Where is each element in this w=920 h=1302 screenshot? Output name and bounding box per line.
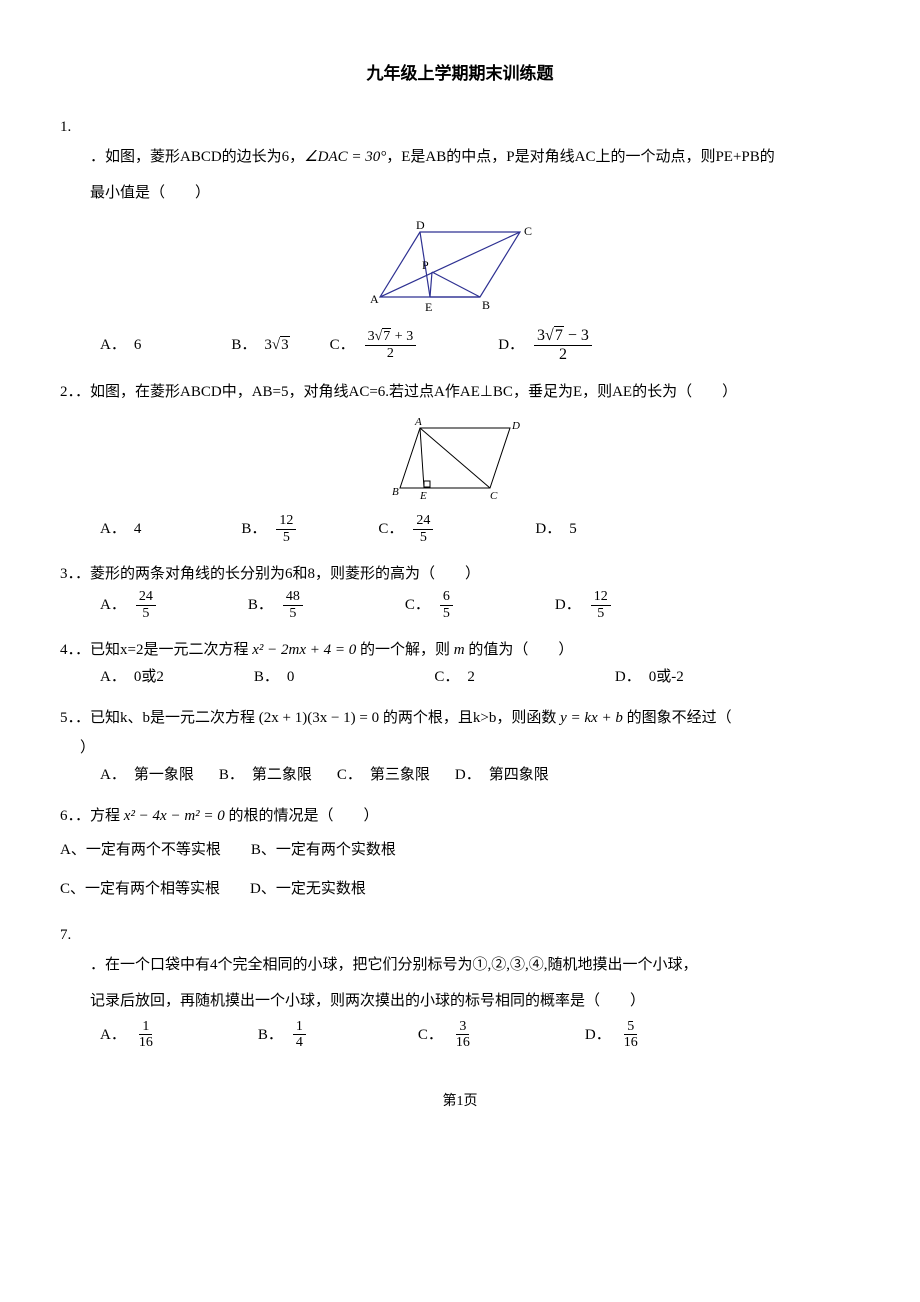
q5-line: 5．．已知k、b是一元二次方程 (2x + 1)(3x − 1) = 0 的两个… [60, 703, 870, 733]
q6-number: 6． [60, 808, 75, 824]
q1-figure: A B C D E P [50, 217, 870, 317]
q2-label-C: C [490, 490, 498, 502]
q1-label-A: A [370, 292, 379, 306]
q3-options: A．245 B．485 C．65 D．125 [100, 589, 870, 621]
q4-optB: B．0 [254, 665, 295, 689]
q1-number: 1. [60, 115, 870, 139]
question-6: 6．．方程 x² − 4x − m² = 0 的根的情况是（ ） A、一定有两个… [50, 801, 870, 909]
page-title: 九年级上学期期末训练题 [50, 60, 870, 87]
q3-optA: A．245 [100, 589, 158, 621]
page-footer: 第1页 [50, 1091, 870, 1113]
q4-optA: A．0或2 [100, 665, 164, 689]
question-3: 3．．菱形的两条对角线的长分别为6和8，则菱形的高为（ ） A．245 B．48… [50, 559, 870, 621]
q5-optC: C．第三象限 [337, 763, 430, 787]
question-7: 7. ．在一个口袋中有4个完全相同的小球，把它们分别标号为①,②,③,④,随机地… [50, 923, 870, 1051]
q1-text-pre: ．如图，菱形ABCD的边长为6， [90, 149, 304, 165]
q5-eq1: (2x + 1)(3x − 1) = 0 [259, 710, 379, 726]
q5-text-mid: 的两个根，且k>b，则函数 [379, 710, 560, 726]
q6-equation: x² − 4x − m² = 0 [124, 808, 225, 824]
q2-optC: C．245 [378, 513, 435, 545]
q3-text: ．菱形的两条对角线的长分别为6和8，则菱形的高为（ ） [75, 566, 480, 582]
q7-number: 7. [60, 923, 870, 947]
q3-optB: B．485 [248, 589, 305, 621]
q4-optD: D．0或-2 [615, 665, 684, 689]
q7-text1: ．在一个口袋中有4个完全相同的小球，把它们分别标号为①,②,③,④,随机地摸出一… [90, 947, 870, 983]
q2-optB: B．125 [241, 513, 298, 545]
q1-angle: ∠DAC = 30° [304, 149, 386, 165]
q2-label-E: E [419, 490, 427, 502]
q2-figure: A D B C E [50, 413, 870, 503]
q1-optA: A．6 [100, 333, 141, 357]
q1-text: ．如图，菱形ABCD的边长为6，∠DAC = 30°，E是AB的中点，P是对角线… [90, 139, 870, 175]
q5-options: A．第一象限 B．第二象限 C．第三象限 D．第四象限 [100, 763, 870, 787]
q5-eq2: y = kx + b [560, 710, 623, 726]
q2-optD: D．5 [535, 517, 576, 541]
q1-optB: B．33 [231, 333, 289, 357]
q7-text2: 记录后放回，再随机摸出一个小球，则两次摸出的小球的标号相同的概率是（ ） [90, 983, 870, 1019]
q4-number: 4． [60, 642, 75, 658]
q2-line: 2．．如图，在菱形ABCD中，AB=5，对角线AC=6.若过点A作AE⊥BC，垂… [60, 377, 870, 407]
q1-text-line2: 最小值是（ ） [90, 175, 870, 211]
q6-optD: D、一定无实数根 [250, 881, 366, 897]
q3-number: 3． [60, 566, 75, 582]
q2-optA: A．4 [100, 517, 141, 541]
q2-label-B: B [392, 486, 399, 498]
q6-text-pre: ．方程 [75, 808, 124, 824]
q1-label-E: E [425, 300, 432, 314]
q6-line: 6．．方程 x² − 4x − m² = 0 的根的情况是（ ） [60, 801, 870, 831]
q5-close: ） [80, 733, 870, 763]
q7-optC: C．316 [418, 1019, 475, 1051]
q2-options: A．4 B．125 C．245 D．5 [100, 513, 870, 545]
q4-m: m [454, 642, 465, 658]
q1-label-B: B [482, 298, 490, 312]
question-2: 2．．如图，在菱形ABCD中，AB=5，对角线AC=6.若过点A作AE⊥BC，垂… [50, 377, 870, 545]
q2-label-A: A [414, 416, 422, 428]
q6-optC: C、一定有两个相等实根 [60, 881, 220, 897]
q1-options: A．6 B．33 C． 37 + 32 D． 37 − 32 [100, 327, 870, 363]
q1-label-P: P [422, 258, 429, 272]
q2-text: ．如图，在菱形ABCD中，AB=5，对角线AC=6.若过点A作AE⊥BC，垂足为… [75, 384, 737, 400]
q7-optA: A．116 [100, 1019, 158, 1051]
q4-options: A．0或2 B．0 C．2 D．0或-2 [100, 665, 870, 689]
q2-label-D: D [511, 420, 520, 432]
q1-label-D: D [416, 218, 425, 232]
q4-text-post: 的值为（ ） [465, 642, 574, 658]
q4-text-mid: 的一个解，则 [356, 642, 454, 658]
q1-optD: D． 37 − 32 [498, 327, 594, 363]
question-5: 5．．已知k、b是一元二次方程 (2x + 1)(3x − 1) = 0 的两个… [50, 703, 870, 787]
q7-optB: B．14 [258, 1019, 308, 1051]
q7-optD: D．516 [585, 1019, 643, 1051]
q4-optC: C．2 [434, 665, 475, 689]
q5-optD: D．第四象限 [455, 763, 549, 787]
q1-optC: C． 37 + 32 [330, 329, 419, 361]
q6-optA: A、一定有两个不等实根 [60, 842, 221, 858]
q4-line: 4．．已知x=2是一元二次方程 x² − 2mx + 4 = 0 的一个解，则 … [60, 635, 870, 665]
question-1: 1. ．如图，菱形ABCD的边长为6，∠DAC = 30°，E是AB的中点，P是… [50, 115, 870, 363]
q5-text-pre: ．已知k、b是一元二次方程 [75, 710, 259, 726]
q5-number: 5． [60, 710, 75, 726]
q5-text-post: 的图象不经过（ [623, 710, 747, 726]
q5-optB: B．第二象限 [219, 763, 312, 787]
q7-options: A．116 B．14 C．316 D．516 [100, 1019, 870, 1051]
q6-optB: B、一定有两个实数根 [251, 842, 396, 858]
q6-text-post: 的根的情况是（ ） [225, 808, 379, 824]
q6-options-row1: A、一定有两个不等实根 B、一定有两个实数根 [60, 831, 870, 870]
q1-text-post: ，E是AB的中点，P是对角线AC上的一个动点，则PE+PB的 [386, 149, 775, 165]
question-4: 4．．已知x=2是一元二次方程 x² − 2mx + 4 = 0 的一个解，则 … [50, 635, 870, 689]
q3-line: 3．．菱形的两条对角线的长分别为6和8，则菱形的高为（ ） [60, 559, 870, 589]
q3-optD: D．125 [555, 589, 613, 621]
q4-equation: x² − 2mx + 4 = 0 [252, 642, 356, 658]
q6-options-row2: C、一定有两个相等实根 D、一定无实数根 [60, 870, 870, 909]
q3-optC: C．65 [405, 589, 455, 621]
q2-number: 2． [60, 384, 75, 400]
q5-optA: A．第一象限 [100, 763, 194, 787]
q1-label-C: C [524, 224, 532, 238]
q4-text-pre: ．已知x=2是一元二次方程 [75, 642, 252, 658]
